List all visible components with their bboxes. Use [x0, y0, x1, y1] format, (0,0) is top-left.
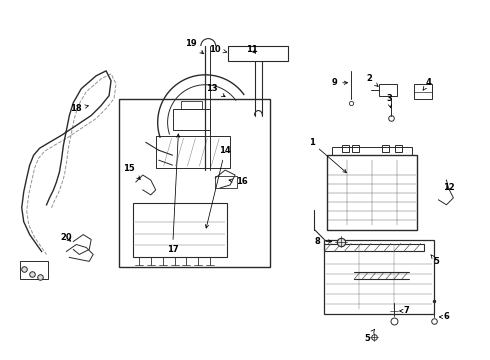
Text: 4: 4 — [423, 78, 432, 90]
Text: 20: 20 — [61, 233, 72, 242]
Bar — [395, 145, 402, 152]
Bar — [215, 176, 237, 188]
Text: 7: 7 — [400, 306, 410, 315]
Bar — [342, 145, 349, 152]
Bar — [379, 84, 397, 96]
Bar — [324, 239, 434, 314]
Text: 3: 3 — [386, 94, 392, 108]
Text: 16: 16 — [229, 177, 248, 186]
Text: 18: 18 — [71, 104, 88, 113]
Text: 5: 5 — [364, 329, 375, 343]
Bar — [20, 261, 48, 279]
Bar — [180, 100, 202, 109]
Text: 17: 17 — [167, 134, 180, 254]
Bar — [156, 136, 230, 168]
Bar — [382, 145, 389, 152]
Bar — [133, 203, 227, 257]
Bar — [327, 155, 416, 230]
Bar — [228, 46, 288, 61]
Bar — [332, 147, 412, 155]
Text: 9: 9 — [331, 78, 347, 87]
Bar — [352, 145, 359, 152]
Bar — [119, 99, 270, 267]
Text: 15: 15 — [123, 163, 140, 179]
Text: 5: 5 — [431, 255, 440, 266]
Text: 11: 11 — [246, 45, 258, 54]
Text: 13: 13 — [206, 84, 225, 97]
Text: 8: 8 — [315, 237, 332, 246]
Bar — [324, 243, 424, 251]
Text: 14: 14 — [205, 146, 231, 228]
Bar — [414, 84, 432, 99]
Bar — [172, 109, 210, 130]
Text: 6: 6 — [440, 312, 449, 321]
Text: 19: 19 — [185, 39, 203, 54]
Text: 12: 12 — [442, 184, 454, 193]
Text: 1: 1 — [309, 138, 346, 173]
Text: 10: 10 — [209, 45, 227, 54]
Text: 2: 2 — [366, 74, 378, 86]
